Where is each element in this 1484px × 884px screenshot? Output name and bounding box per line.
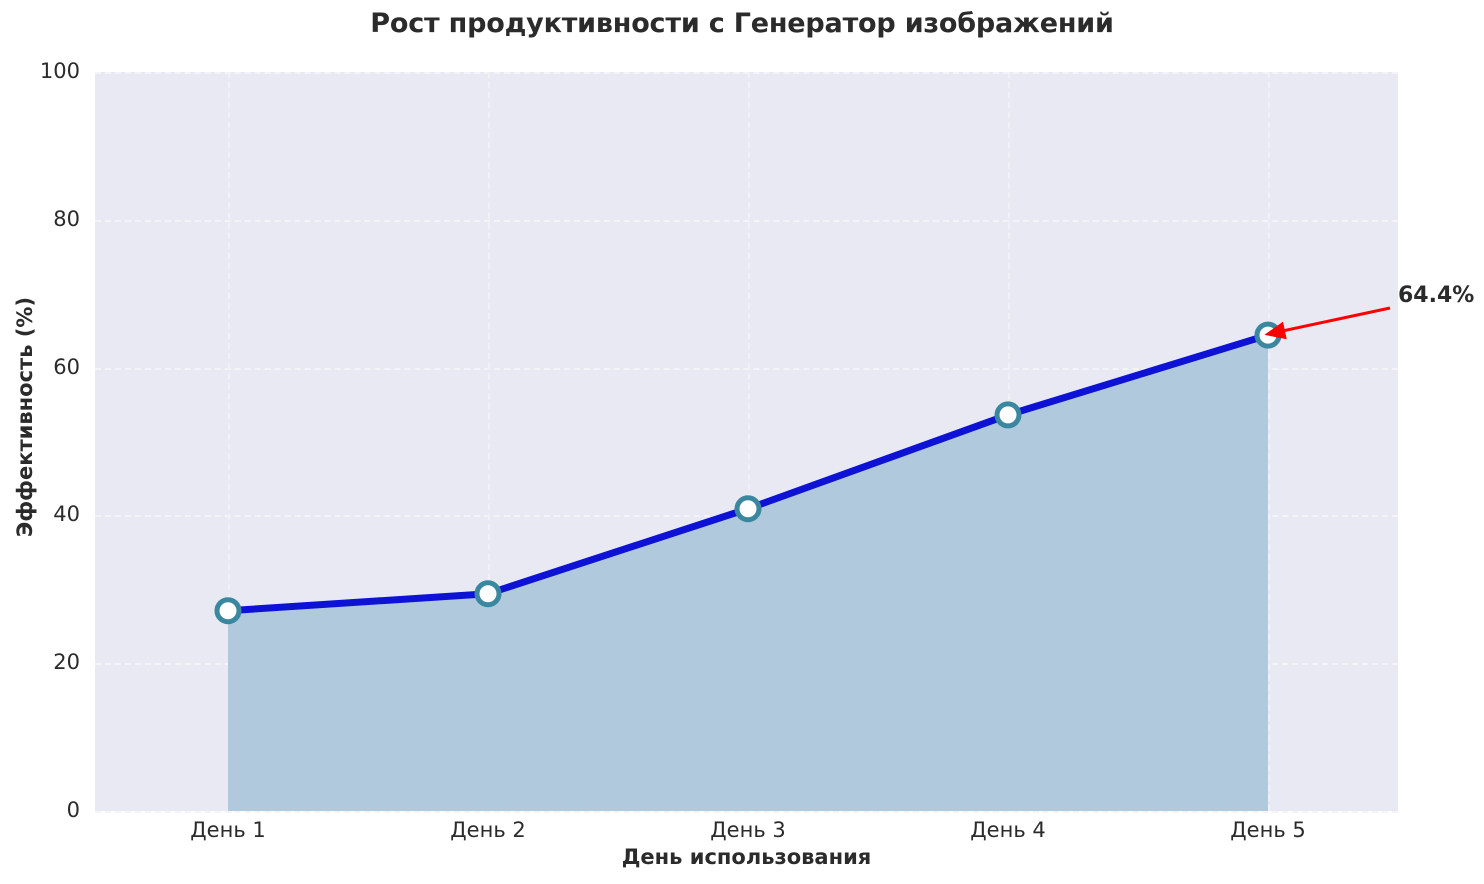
x-axis-label: День использования: [621, 845, 872, 869]
data-point-marker[interactable]: [1254, 321, 1282, 349]
chart-title: Рост продуктивности с Генератор изображе…: [370, 8, 1114, 39]
y-tick-label: 20: [53, 650, 80, 675]
gridline-vertical: [748, 72, 750, 811]
y-tick-label: 40: [53, 502, 80, 527]
x-tick-label: День 1: [190, 818, 266, 842]
gridline-horizontal: [95, 811, 1398, 813]
data-point-marker[interactable]: [214, 597, 242, 625]
data-point-marker[interactable]: [734, 495, 762, 523]
gridline-horizontal: [95, 219, 1398, 222]
gridline-vertical: [488, 72, 490, 811]
gridline-horizontal: [95, 367, 1398, 370]
area-fill: [228, 335, 1268, 811]
x-tick-label: День 4: [970, 818, 1046, 842]
gridline-vertical: [1268, 72, 1270, 811]
annotation-value-label: 64.4%: [1398, 283, 1475, 308]
data-point-marker[interactable]: [994, 401, 1022, 429]
annotation-arrow-icon: [1264, 306, 1391, 340]
gridline-horizontal: [95, 72, 1398, 74]
y-tick-label: 60: [53, 354, 80, 379]
y-tick-label: 80: [53, 206, 80, 231]
gridline-vertical: [228, 72, 230, 811]
x-tick-label: День 5: [1230, 818, 1306, 842]
data-point-marker[interactable]: [474, 580, 502, 608]
x-tick-label: День 3: [710, 818, 786, 842]
y-tick-label: 0: [66, 798, 80, 822]
y-tick-label: 100: [39, 59, 80, 83]
x-tick-label: День 2: [450, 818, 526, 842]
